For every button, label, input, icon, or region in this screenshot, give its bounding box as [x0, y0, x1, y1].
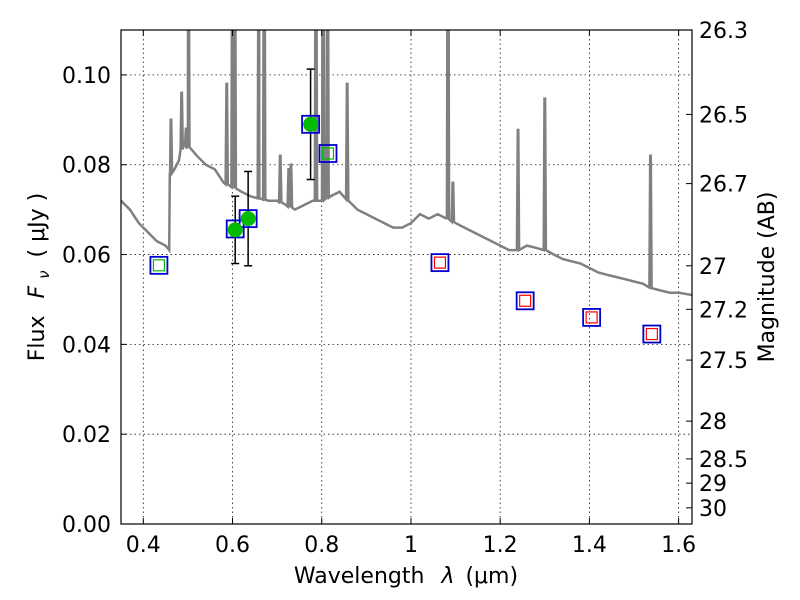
model-photometry-square — [149, 255, 169, 275]
model-photometry-square — [238, 209, 258, 229]
model-photometry-square — [515, 291, 535, 311]
grid-lines — [121, 30, 692, 524]
model-photometry-square — [582, 308, 602, 327]
y-axis-label-symbol: F — [25, 285, 50, 298]
y-tick-label: 0.08 — [62, 154, 111, 179]
model-photometry-square — [642, 324, 662, 344]
y-tick-label: 0.02 — [62, 423, 111, 448]
y2-tick-label: 26.7 — [699, 173, 748, 198]
y2-tick-label: 27.2 — [699, 298, 748, 323]
x-axis-label: Wavelength λ (μm) — [294, 564, 518, 589]
x-tick-label: 0.8 — [304, 533, 339, 558]
y-tick-label: 0.04 — [62, 333, 111, 358]
y2-tick-label: 28 — [699, 410, 727, 435]
y-axis-label-units: ( μJy ) — [25, 193, 50, 258]
model-spectrum-line — [121, 30, 692, 297]
x-tick-label: 0.6 — [215, 533, 250, 558]
y-tick-label: 0.00 — [62, 513, 111, 538]
axis-ticks — [121, 29, 692, 525]
y2-tick-label: 27 — [699, 255, 727, 280]
y-axis-label: Flux F ν ( μJy ) — [25, 193, 55, 361]
x-axis-label-prefix: Wavelength — [294, 564, 425, 589]
y-tick-labels: 0.00 0.02 0.04 0.06 0.08 0.10 — [62, 64, 111, 538]
y2-tick-label: 28.5 — [699, 448, 748, 473]
x-tick-label: 0.4 — [126, 533, 161, 558]
model-photometry-inner-square — [152, 259, 166, 272]
model-photometry-square — [301, 114, 320, 134]
x-axis-label-units: (μm) — [465, 564, 518, 589]
y-tick-label: 0.10 — [62, 64, 111, 89]
model-photometry-square — [225, 219, 245, 239]
y-axis-label-subscript: ν — [35, 270, 53, 278]
plot-area — [121, 30, 692, 297]
observed-flux-point — [227, 222, 243, 238]
x-tick-label: 1.2 — [483, 533, 518, 558]
y2-tick-label: 26.3 — [699, 19, 748, 44]
y2-tick-label: 30 — [699, 497, 727, 522]
observed-flux-point — [240, 211, 256, 227]
y-axis-label-prefix: Flux — [25, 315, 50, 361]
photometry-markers — [149, 68, 662, 344]
plot-frame — [120, 29, 693, 525]
x-tick-label: 1 — [404, 533, 418, 558]
y2-tick-label: 27.5 — [699, 349, 748, 374]
model-photometry-inner-square — [433, 256, 447, 269]
y-tick-label: 0.06 — [62, 244, 111, 269]
model-photometry-inner-square — [585, 311, 598, 324]
y2-tick-label: 29 — [699, 472, 727, 497]
x-tick-label: 1.4 — [572, 533, 607, 558]
model-photometry-inner-square — [519, 294, 532, 307]
x-tick-labels: 0.4 0.6 0.8 1 1.2 1.4 1.6 — [126, 533, 696, 558]
x-tick-label: 1.6 — [661, 533, 696, 558]
model-photometry-square — [318, 144, 338, 163]
y2-axis-label: Magnitude (AB) — [755, 192, 780, 363]
x-axis-label-symbol: λ — [440, 564, 454, 589]
model-photometry-inner-square — [645, 327, 658, 341]
model-photometry-square — [430, 253, 450, 273]
model-photometry-inner-square — [321, 147, 335, 160]
observed-flux-point — [303, 116, 319, 132]
y2-tick-label: 26.5 — [699, 103, 748, 128]
